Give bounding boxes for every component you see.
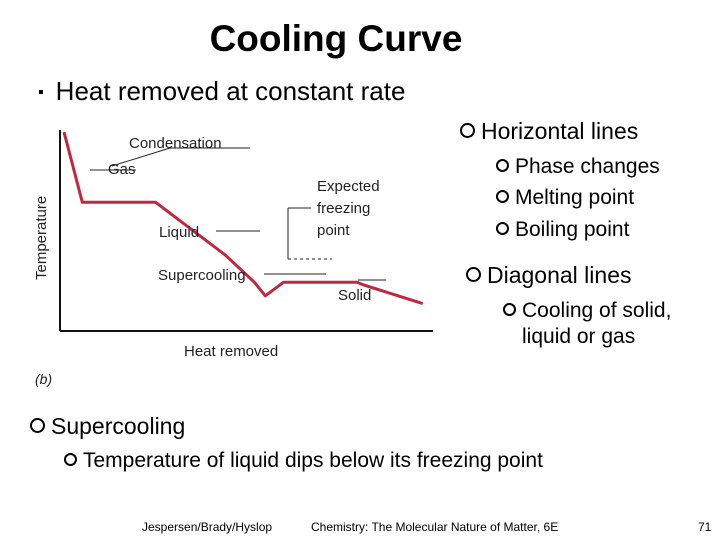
- right-subitem-melting-point: Melting point: [496, 186, 634, 210]
- right-subitem-boiling-point: Boiling point: [496, 218, 629, 242]
- condensation-label: Condensation: [129, 135, 222, 152]
- cooling-curve-figure: Temperature Heat removed (b) Condensatio…: [33, 130, 433, 387]
- ring-bullet-icon: [496, 158, 509, 172]
- footer-page-number: 71: [698, 520, 712, 534]
- solid-label: Solid: [338, 287, 371, 304]
- right-item-diagonal: Diagonal lines: [466, 262, 631, 289]
- gas-label: Gas: [108, 161, 136, 178]
- freezing-label: freezing: [317, 200, 370, 217]
- right-subitem-text: Phase changes: [515, 155, 660, 178]
- ring-bullet-icon: [466, 267, 481, 283]
- cooling-curve-line: [62, 131, 424, 306]
- ring-bullet-icon: [503, 302, 516, 316]
- ring-bullet-icon: [496, 221, 509, 235]
- supercooling-label: Supercooling: [158, 267, 246, 284]
- right-item-text: Horizontal lines: [481, 118, 639, 144]
- right-subitem-text: Boiling point: [515, 218, 630, 241]
- right-item-text: Diagonal lines: [487, 262, 632, 288]
- point-label: point: [317, 222, 350, 239]
- supercooling-subitem-text: Temperature of liquid dips below its fre…: [83, 449, 543, 472]
- square-bullet-icon: ▪: [38, 84, 44, 101]
- right-subitem-text: Melting point: [515, 186, 635, 209]
- condensation-leader-diagonal: [111, 147, 171, 167]
- liquid-label: Liquid: [159, 224, 199, 241]
- slide-title: Cooling Curve: [209, 18, 463, 59]
- ring-bullet-icon: [460, 123, 475, 139]
- main-bullet-text: Heat removed at constant rate: [55, 76, 406, 106]
- figure-caption: (b): [35, 371, 52, 387]
- ring-bullet-icon: [496, 189, 509, 203]
- right-subitem-cooling-continued: liquid or gas: [522, 325, 636, 348]
- x-axis-label: Heat removed: [184, 343, 278, 360]
- right-subitem-text: Cooling of solid,: [522, 299, 672, 322]
- footer-authors: Jespersen/Brady/Hyslop: [142, 520, 273, 534]
- y-axis-label: Temperature: [33, 196, 50, 280]
- expected-label: Expected: [317, 178, 380, 195]
- main-bullet: ▪ Heat removed at constant rate: [38, 76, 405, 107]
- right-subitem-cooling: Cooling of solid,: [503, 299, 671, 323]
- supercooling-item-text: Supercooling: [51, 413, 186, 439]
- right-subitem-phase-changes: Phase changes: [496, 155, 660, 179]
- supercooling-subitem: Temperature of liquid dips below its fre…: [64, 449, 543, 473]
- ring-bullet-icon: [64, 452, 77, 466]
- ring-bullet-icon: [30, 418, 45, 434]
- footer-book-title: Chemistry: The Molecular Nature of Matte…: [311, 520, 559, 534]
- supercooling-item: Supercooling: [30, 413, 185, 440]
- right-item-horizontal: Horizontal lines: [460, 118, 638, 145]
